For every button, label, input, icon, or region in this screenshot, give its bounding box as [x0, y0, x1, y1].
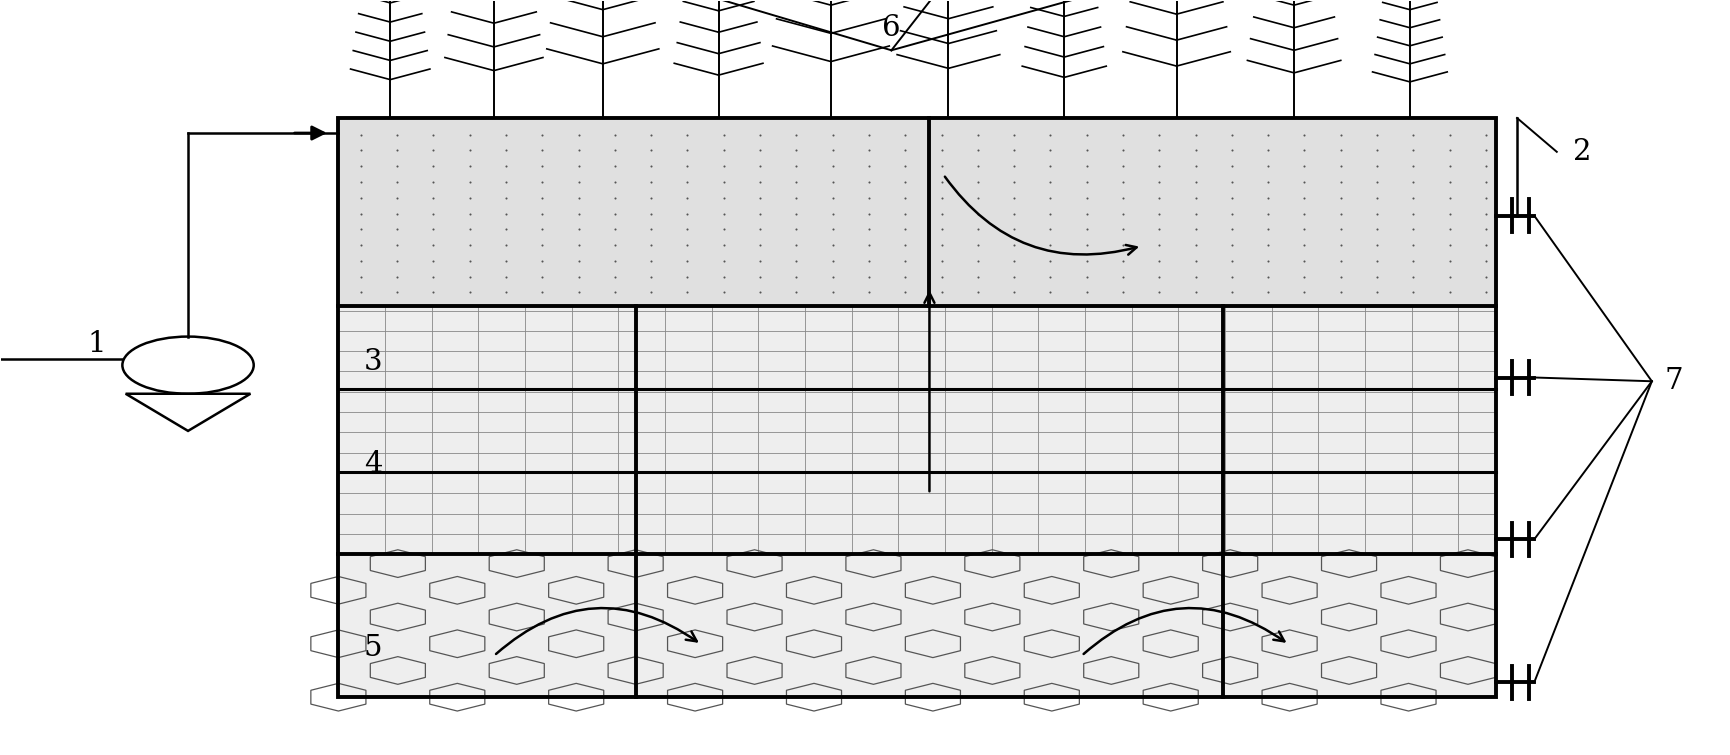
- Bar: [337, 554, 1495, 697]
- Text: 4: 4: [363, 450, 382, 478]
- Text: 6: 6: [882, 14, 900, 42]
- Text: 3: 3: [363, 349, 382, 377]
- Text: 5: 5: [363, 634, 382, 662]
- Bar: [337, 306, 1495, 554]
- Text: 7: 7: [1664, 367, 1683, 396]
- Text: 1: 1: [86, 330, 106, 358]
- Bar: [337, 118, 1495, 697]
- Bar: [337, 118, 1495, 306]
- Text: 2: 2: [1573, 138, 1592, 166]
